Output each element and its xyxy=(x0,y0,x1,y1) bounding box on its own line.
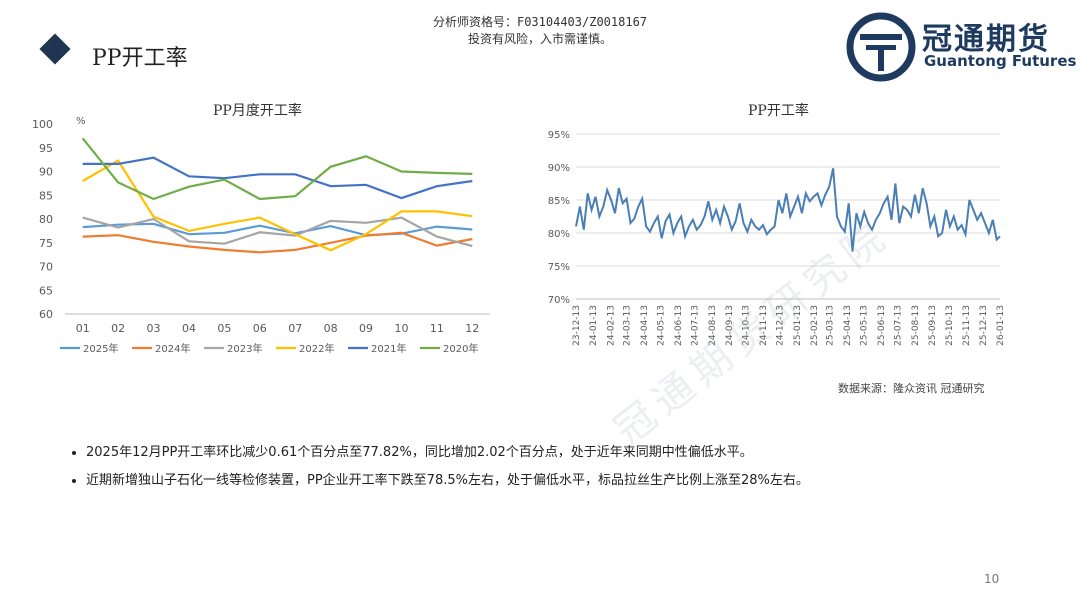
y-tick-label: 70 xyxy=(39,261,53,274)
x-tick-label: 24-07-13 xyxy=(691,305,701,346)
x-tick-label: 25-06-13 xyxy=(877,305,887,346)
x-tick-label: 25-01-13 xyxy=(793,305,803,346)
x-tick-label: 24-09-13 xyxy=(725,305,735,346)
page-number: 10 xyxy=(984,572,1000,586)
y-tick-label: 70% xyxy=(548,295,570,306)
y-unit-label: % xyxy=(76,116,86,127)
company-logo-icon xyxy=(846,12,916,82)
x-tick-label: 09 xyxy=(359,322,373,335)
x-tick-label: 25-07-13 xyxy=(894,305,904,346)
series-line-2023年 xyxy=(82,216,473,248)
title-diamond-icon xyxy=(39,33,71,65)
x-tick-label: 24-04-13 xyxy=(640,305,650,346)
x-tick-label: 25-03-13 xyxy=(826,305,836,346)
x-tick-label: 01 xyxy=(76,322,90,335)
y-tick-label: 85% xyxy=(548,196,570,207)
y-tick-label: 75% xyxy=(548,262,570,273)
data-source: 数据来源：隆众资讯 冠通研究 xyxy=(838,382,985,395)
y-tick-label: 60 xyxy=(39,308,53,321)
x-tick-label: 25-02-13 xyxy=(810,305,820,346)
analyst-info: 分析师资格号：F03104403/Z0018167 投资有风险，入市需谨慎。 xyxy=(330,14,750,48)
analyst-certificate: 分析师资格号：F03104403/Z0018167 xyxy=(432,15,648,29)
y-tick-label: 85 xyxy=(39,189,53,202)
x-tick-label: 24-11-13 xyxy=(759,305,769,346)
x-tick-label: 10 xyxy=(394,322,408,335)
x-tick-label: 05 xyxy=(217,322,231,335)
x-tick-label: 23-12-13 xyxy=(572,305,582,346)
series-line-2025年 xyxy=(82,222,473,237)
x-tick-label: 24-06-13 xyxy=(674,305,684,346)
legend-label: 2023年 xyxy=(227,342,262,355)
x-tick-label: 06 xyxy=(253,322,267,335)
weekly-utilization-chart: 70% 75% 80% 85% 90% 95% 23-12-13 24-01-13 24-02-… xyxy=(548,130,1006,346)
risk-disclaimer: 投资有风险，入市需谨慎。 xyxy=(467,32,612,46)
series-line-utilization xyxy=(575,168,1001,252)
y-tick-label: 75 xyxy=(39,237,53,250)
x-tick-label: 02 xyxy=(111,322,125,335)
x-tick-label: 25-04-13 xyxy=(843,305,853,346)
x-tick-label: 12 xyxy=(465,322,479,335)
series-line-2021年 xyxy=(82,156,473,200)
x-tick-label: 24-12-13 xyxy=(776,305,786,346)
y-tick-label: 95% xyxy=(548,130,570,141)
bullet-item: 2025年12月PP开工率环比减少0.61个百分点至77.82%，同比增加2.0… xyxy=(86,444,809,462)
x-tick-label: 24-08-13 xyxy=(708,305,718,346)
y-tick-label: 95 xyxy=(39,142,53,155)
legend-label: 2021年 xyxy=(371,342,406,355)
legend-label: 2022年 xyxy=(299,342,334,355)
left-chart-title: PP月度开工率 xyxy=(213,103,302,119)
x-tick-label: 24-01-13 xyxy=(589,305,599,346)
legend-label: 2025年 xyxy=(83,342,118,355)
page-title: PP开工率 xyxy=(92,46,188,71)
legend-label: 2024年 xyxy=(155,342,190,355)
x-tick-label: 25-12-13 xyxy=(979,305,989,346)
x-tick-label: 25-09-13 xyxy=(928,305,938,346)
y-tick-label: 80 xyxy=(39,213,53,226)
series-line-2022年 xyxy=(82,159,473,252)
x-tick-label: 07 xyxy=(288,322,302,335)
y-tick-label: 90 xyxy=(39,166,53,179)
legend-label: 2020年 xyxy=(443,342,478,355)
x-tick-label: 26-01-13 xyxy=(996,305,1006,346)
x-tick-label: 04 xyxy=(182,322,196,335)
y-tick-label: 90% xyxy=(548,163,570,174)
x-tick-label: 24-03-13 xyxy=(623,305,633,346)
series-line-2024年 xyxy=(82,231,473,254)
x-tick-label: 25-11-13 xyxy=(962,305,972,346)
y-tick-label: 100 xyxy=(32,118,53,131)
x-tick-label: 03 xyxy=(147,322,161,335)
logo-chinese-name: 冠通期货 xyxy=(922,22,1050,57)
y-tick-label: 80% xyxy=(548,229,570,240)
monthly-utilization-chart: 60 65 70 75 80 85 90 95 100 % 01 02 03 04 05 06 07 08 09 10… xyxy=(32,116,490,355)
x-tick-label: 25-10-13 xyxy=(945,305,955,346)
x-tick-label: 24-02-13 xyxy=(606,305,616,346)
series-line-2020年 xyxy=(81,137,473,201)
commentary: 2025年12月PP开工率环比减少0.61个百分点至77.82%，同比增加2.0… xyxy=(60,444,809,500)
x-tick-label: 25-08-13 xyxy=(911,305,921,346)
x-tick-label: 24-10-13 xyxy=(742,305,752,346)
bullet-item: 近期新增独山子石化一线等检修装置，PP企业开工率下跌至78.5%左右，处于偏低水… xyxy=(86,472,809,490)
right-chart-title: PP开工率 xyxy=(748,103,809,119)
x-tick-label: 08 xyxy=(324,322,338,335)
x-tick-label: 25-05-13 xyxy=(860,305,870,346)
x-tick-label: 24-05-13 xyxy=(657,305,667,346)
y-tick-label: 65 xyxy=(39,284,53,297)
x-tick-label: 11 xyxy=(430,322,444,335)
logo-english-name: Guantong Futures xyxy=(924,52,1077,70)
